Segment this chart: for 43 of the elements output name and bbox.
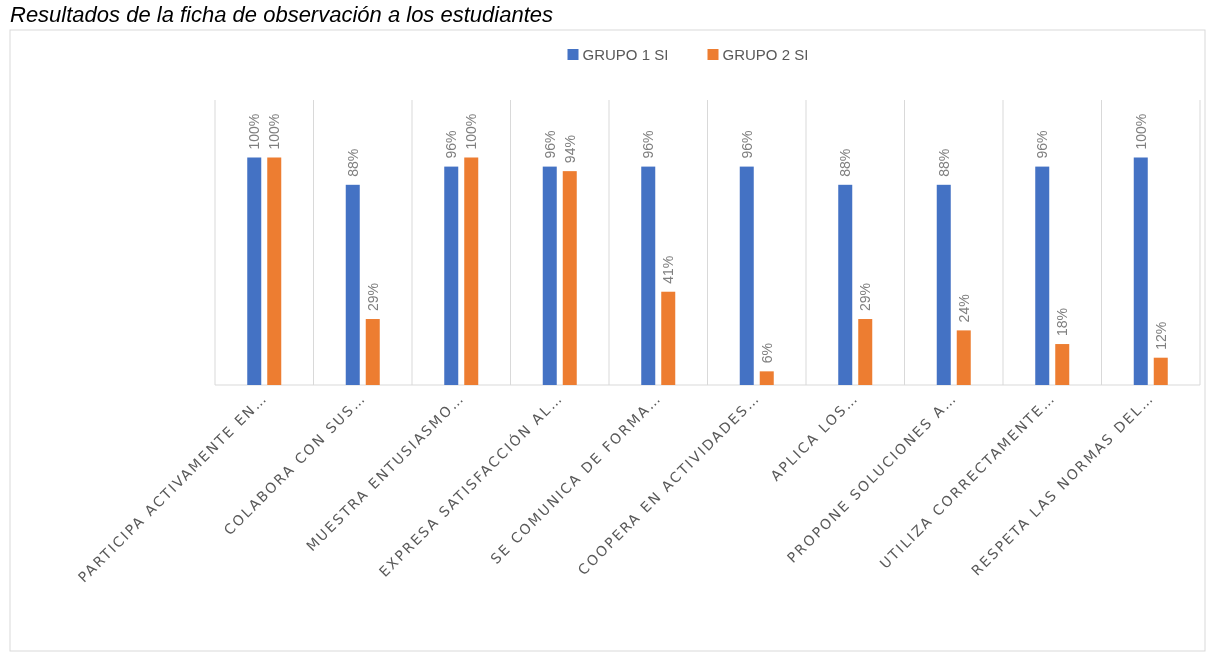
bar [759,371,774,385]
data-label: 12% [1152,321,1169,350]
bar [1035,166,1050,385]
bar [1133,157,1148,385]
bar [267,157,282,385]
legend-label: GRUPO 1 SI [582,46,669,63]
data-label: 24% [955,294,972,323]
bar [661,291,676,385]
data-label: 96% [443,130,460,159]
data-label: 29% [857,282,874,312]
bar [345,184,360,385]
chart-title: Resultados de la ficha de observación a los estudiantes [10,2,554,27]
bar [858,319,873,385]
data-label: 41% [660,255,677,284]
bar [641,166,656,385]
bar [838,184,853,385]
legend-label: GRUPO 2 SI [722,46,809,63]
data-label: 29% [364,282,381,312]
data-label: 100% [266,113,283,150]
bar [464,157,479,385]
data-label: 96% [1034,130,1051,159]
data-label: 88% [344,148,361,177]
bar [444,166,459,385]
data-label: 100% [246,113,263,150]
bar [956,330,971,385]
data-label: 88% [935,148,952,177]
data-label: 94% [561,135,578,164]
bar [365,319,380,385]
bar [562,171,577,385]
bar [542,166,557,385]
data-label: 88% [837,148,854,177]
data-label: 96% [640,130,657,159]
data-label: 96% [541,130,558,159]
data-label: 100% [463,113,480,150]
data-label: 96% [738,130,755,159]
bar [1153,357,1168,385]
bar [1055,344,1070,385]
data-label: 100% [1132,113,1149,150]
data-label: 18% [1054,308,1071,337]
data-label: 6% [758,343,775,364]
bar [936,184,951,385]
bar [247,157,262,385]
bar [739,166,754,385]
